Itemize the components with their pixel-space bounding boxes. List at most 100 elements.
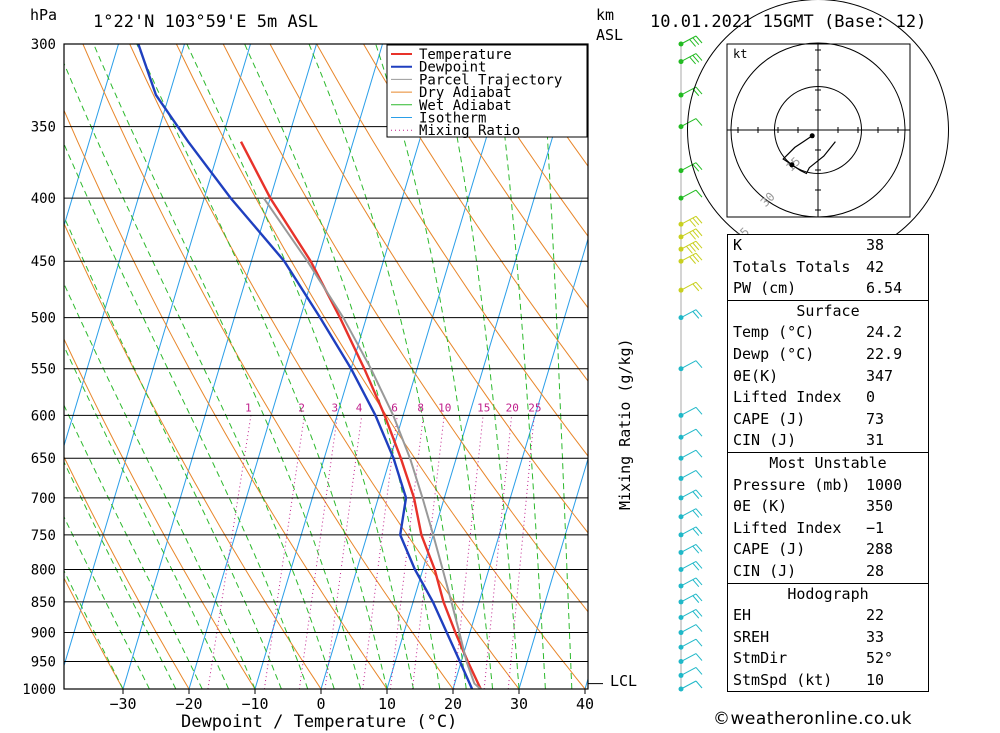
dry-adiabat-line <box>82 44 454 689</box>
wind-barb-flag <box>692 37 700 46</box>
mixing-ratio-label: 15 <box>477 401 490 414</box>
wind-barb-flag <box>695 470 703 478</box>
wind-barb-flag <box>695 309 703 317</box>
wind-barb-flag <box>692 510 700 518</box>
temperature-tick-label: 40 <box>576 695 594 713</box>
dry-adiabat-line <box>316 44 588 457</box>
wind-barb-flag <box>695 680 703 689</box>
wind-barb-flag <box>695 189 703 198</box>
legend-entry: Dry Adiabat <box>419 85 512 101</box>
wind-barb-staff <box>680 666 697 676</box>
index-row: CIN (J) 31 <box>728 430 928 452</box>
pressure-tick-label: 800 <box>31 562 56 578</box>
index-label: θE(K) <box>733 366 779 385</box>
wind-barb-staff <box>680 577 697 587</box>
wind-barb-flag <box>695 638 703 647</box>
mixing-ratio-line <box>324 415 363 689</box>
index-label: CAPE (J) <box>733 540 806 559</box>
wind-barb <box>678 252 703 264</box>
wind-barb-staff <box>680 680 697 690</box>
profiles <box>137 44 482 689</box>
wind-barb <box>678 240 703 254</box>
wind-barb-staff <box>680 406 697 416</box>
wind-barb-flag <box>695 593 703 602</box>
wind-barb-flag <box>695 489 703 498</box>
index-value: 31 <box>866 431 885 450</box>
index-row: StmSpd (kt) 10 <box>728 670 928 692</box>
temperature-tick-label: −20 <box>175 695 202 713</box>
wind-barb <box>678 680 703 692</box>
indices-table: K 38 Totals Totals 42 PW (cm) 6.54 Surface Temp… <box>727 234 929 693</box>
mixing-ratio-label: 1 <box>245 401 252 414</box>
wind-barb-flag <box>695 577 703 586</box>
wind-barb-staff <box>680 561 697 570</box>
wind-barb-flag <box>692 610 700 619</box>
index-label: K <box>733 236 743 254</box>
wind-barb-flag <box>695 118 703 126</box>
wind-barb <box>678 653 703 665</box>
index-value: 10 <box>866 670 885 689</box>
wind-barb-flag <box>692 545 700 554</box>
isotherm-line <box>188 44 383 689</box>
wind-barb-flag <box>692 54 700 63</box>
wind-barb-staff <box>680 215 697 225</box>
index-value: 347 <box>866 366 894 385</box>
wind-barb-flag <box>692 217 700 226</box>
wind-barb-flag <box>692 283 700 292</box>
wind-barb-flag <box>695 526 703 535</box>
index-label: Lifted Index <box>733 518 842 537</box>
wind-barb <box>678 489 703 501</box>
index-section-title: Most Unstable <box>728 451 928 475</box>
wind-barb-flag <box>695 86 703 95</box>
mixing-ratio-label: 6 <box>391 401 398 414</box>
wind-barb-flag <box>692 242 700 251</box>
index-value: 73 <box>866 409 885 428</box>
index-label: θE (K) <box>733 497 788 516</box>
wind-barb-flag <box>695 53 703 61</box>
pressure-tick-label: 650 <box>31 451 56 467</box>
wet-adiabat-line <box>64 569 124 689</box>
isotherm-line <box>254 44 449 689</box>
index-label: EH <box>733 606 752 625</box>
hodograph-start-dot <box>809 133 815 139</box>
wind-barb <box>678 624 703 636</box>
wind-barb-staff <box>680 638 697 648</box>
temperature-tick-label: 0 <box>316 695 325 713</box>
isotherm-line <box>518 457 588 689</box>
pressure-tick-label: 950 <box>31 655 56 671</box>
pressure-tick-label: 900 <box>31 626 56 642</box>
wind-barb-flag <box>695 508 703 517</box>
dry-adiabat-line <box>363 44 588 382</box>
wind-barb-flag <box>686 245 693 254</box>
index-label: PW (cm) <box>733 279 797 298</box>
legend-entry: Parcel Trajectory <box>419 72 562 88</box>
pressure-unit-label: hPa <box>30 6 57 24</box>
temperature-line <box>239 141 482 689</box>
index-row: CAPE (J) 288 <box>728 539 928 561</box>
wind-barb-staff <box>680 508 697 518</box>
index-value: −1 <box>866 518 885 537</box>
wind-barb <box>678 469 703 481</box>
index-row: Lifted Index −1 <box>728 518 928 540</box>
isotherm-line <box>122 44 317 689</box>
wind-barb <box>678 189 703 201</box>
isotherm-line <box>64 44 119 228</box>
dry-adiabat-line <box>64 577 124 689</box>
x-axis-label: Dewpoint / Temperature (°C) <box>181 712 457 732</box>
isotherm-line <box>64 44 251 668</box>
wet-adiabat-line <box>308 44 467 689</box>
wind-barb-flag <box>689 244 696 252</box>
legend-entry: Dewpoint <box>419 60 486 76</box>
wind-barb-flag <box>692 164 700 172</box>
wind-barb <box>678 162 703 174</box>
temperature-tick-label: −10 <box>241 695 268 713</box>
index-label: StmDir <box>733 649 788 668</box>
index-row: Totals Totals 42 <box>728 257 928 279</box>
wind-barb <box>678 35 703 47</box>
wet-adiabat-line <box>375 44 494 689</box>
wet-adiabat-line <box>438 44 520 689</box>
wind-barb-flag <box>695 624 703 632</box>
index-row: Pressure (mb) 1000 <box>728 475 928 497</box>
wet-adiabat-line <box>186 44 414 689</box>
index-row: PW (cm) 6.54 <box>728 278 928 300</box>
